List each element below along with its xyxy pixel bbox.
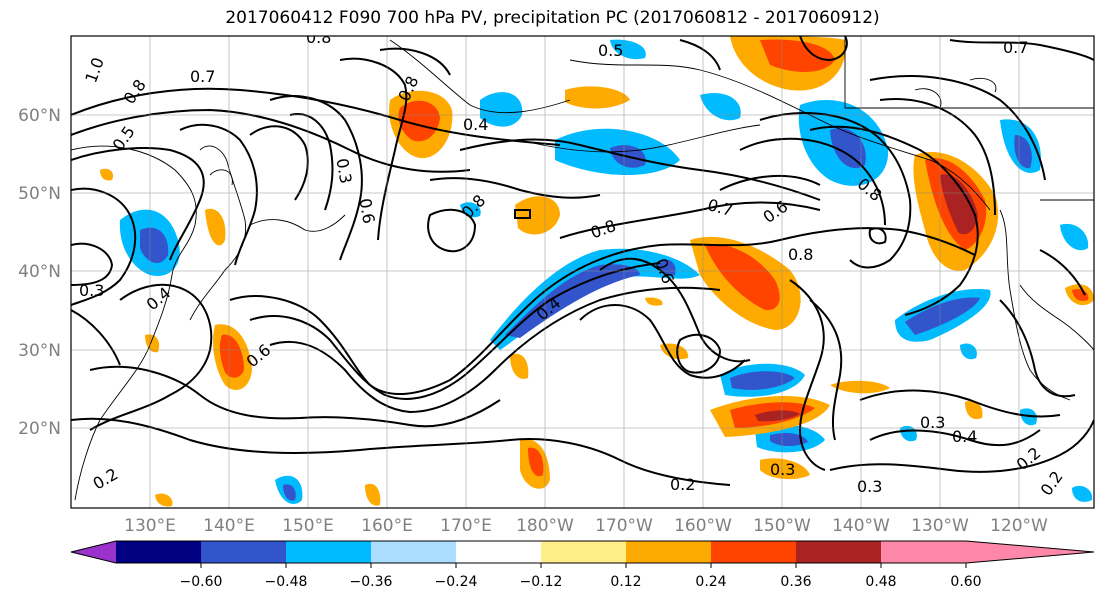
lon-label: 130°W xyxy=(911,516,969,536)
lon-label: 120°W xyxy=(990,516,1048,536)
colorbar-ticks xyxy=(200,563,967,568)
lon-label: 160°W xyxy=(674,516,732,536)
colorbar-outline xyxy=(70,540,1095,564)
colorbar-tick-label: −0.12 xyxy=(520,574,563,590)
map-frame xyxy=(70,35,1095,509)
contour-label: 0.8 xyxy=(788,245,813,264)
lon-label: 170°W xyxy=(595,516,653,536)
pv-contours xyxy=(71,36,1094,486)
contour-label: 0.4 xyxy=(463,115,488,134)
contour-label: 0.3 xyxy=(920,413,945,432)
colorbar-tick-label: 0.36 xyxy=(780,574,811,590)
lat-label: 30°N xyxy=(18,341,61,361)
contour-label: 0.2 xyxy=(670,475,695,494)
lon-label: 140°W xyxy=(832,516,890,536)
colorbar-tick-label: −0.24 xyxy=(435,574,478,590)
contour-label: 0.3 xyxy=(332,157,355,185)
contour-label: 0.4 xyxy=(952,427,977,446)
colorbar-tick-label: 0.48 xyxy=(865,574,896,590)
colorbar-tick-label: 0.60 xyxy=(950,574,981,590)
lon-label: 150°W xyxy=(753,516,811,536)
lat-label: 50°N xyxy=(18,184,61,204)
lat-label: 40°N xyxy=(18,262,61,282)
contour-label: 0.3 xyxy=(79,281,104,300)
colorbar-tick-label: −0.60 xyxy=(180,574,223,590)
contour-label: 0.7 xyxy=(190,67,215,86)
contour-label: 0.3 xyxy=(857,477,882,496)
lon-label: 160°E xyxy=(361,516,413,536)
colorbar-segment xyxy=(626,541,711,563)
lon-label: 130°E xyxy=(124,516,176,536)
colorbar-segment xyxy=(286,541,371,563)
colorbar-segment xyxy=(116,541,201,563)
colorbar-segment xyxy=(541,541,626,563)
contour-label: 0.7 xyxy=(1003,38,1028,57)
longitude-labels: 130°E 140°E 150°E 160°E 170°E 180°W 170°… xyxy=(124,516,1048,536)
lon-label: 140°E xyxy=(203,516,255,536)
contour-label: 0.8 xyxy=(306,28,331,47)
lat-label: 60°N xyxy=(18,106,61,126)
colorbar: −0.60 −0.48 −0.36 −0.24 −0.12 0.12 0.24 … xyxy=(70,540,1095,590)
lon-label: 170°E xyxy=(440,516,492,536)
colorbar-segment xyxy=(711,541,796,563)
colorbar-segment xyxy=(371,541,456,563)
gridlines xyxy=(71,36,1094,508)
contour-label: 0.3 xyxy=(770,460,795,479)
map-title: 2017060412 F090 700 hPa PV, precipitatio… xyxy=(225,8,880,28)
latitude-labels: 60°N 50°N 40°N 30°N 20°N xyxy=(18,106,61,439)
colorbar-segment xyxy=(881,541,966,563)
lat-label: 20°N xyxy=(18,419,61,439)
colorbar-tick-label: −0.36 xyxy=(350,574,393,590)
colorbar-segment xyxy=(201,541,286,563)
colorbar-extend-low xyxy=(71,541,116,563)
contour-label: 0.6 xyxy=(355,197,378,225)
colorbar-segment xyxy=(796,541,881,563)
contour-label: 0.5 xyxy=(598,41,623,60)
colorbar-tick-label: 0.24 xyxy=(695,574,726,590)
colorbar-tick-label: −0.48 xyxy=(265,574,308,590)
colorbar-segment xyxy=(456,541,541,563)
colorbar-extend-high xyxy=(966,541,1094,563)
colorbar-tick-label: 0.12 xyxy=(610,574,641,590)
lon-label: 180°W xyxy=(516,516,574,536)
lon-label: 150°E xyxy=(282,516,334,536)
